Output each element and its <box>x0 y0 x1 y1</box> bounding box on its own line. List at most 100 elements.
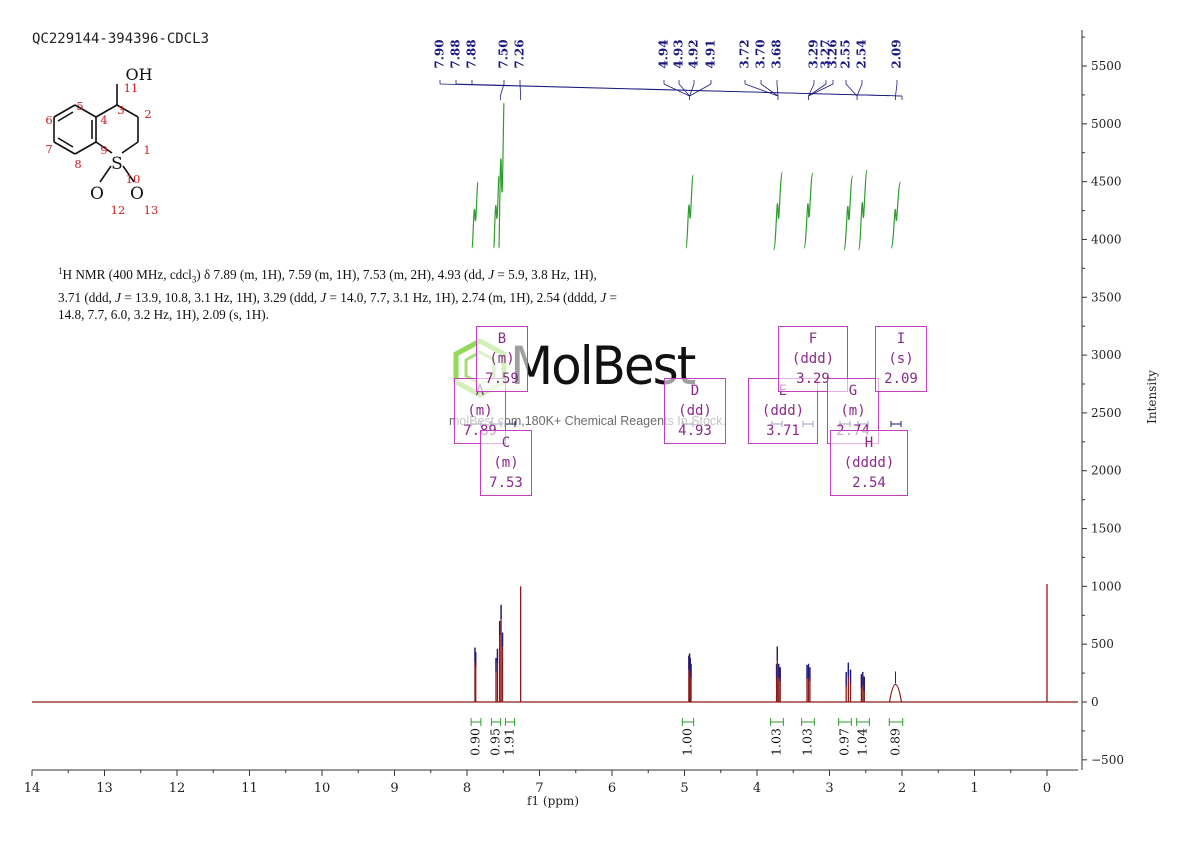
x-tick-label: 1 <box>970 781 978 796</box>
x-tick-label: 5 <box>680 781 688 796</box>
molecule-structure: S OH O O 1 2 3 4 5 6 7 8 9 10 11 12 13 <box>45 65 159 217</box>
nmr-text-segment: J <box>320 290 327 306</box>
atom-number-1: 1 <box>143 143 150 157</box>
nmr-text-segment: J <box>115 290 122 306</box>
multiplet-shift: 3.29 <box>796 371 830 387</box>
x-tick-label: 11 <box>241 781 258 796</box>
sample-id: QC229144-394396-CDCL3 <box>32 31 210 47</box>
peak-label-leader <box>776 83 779 97</box>
atom-number-5: 5 <box>76 99 83 113</box>
integral-curve <box>857 169 868 251</box>
atom-number-12: 12 <box>111 203 126 217</box>
multiplet-type: D (dd) <box>678 383 712 419</box>
peak-label: 4.91 <box>704 39 718 68</box>
multiplet-type: B (m) <box>489 331 515 367</box>
integral-value: 1.00 <box>680 728 695 756</box>
y-tick-label: 2000 <box>1091 464 1122 478</box>
multiplet-type: G (m) <box>840 383 866 419</box>
peak-label-leader <box>744 83 779 97</box>
multiplet-shift: 7.59 <box>485 371 519 387</box>
peak-label-leader <box>663 83 690 97</box>
y-tick-label: 3000 <box>1091 348 1122 362</box>
nmr-text-segment: J <box>600 290 607 306</box>
y-tick-label: 4000 <box>1091 232 1122 246</box>
multiplet-type: H (dddd) <box>843 435 895 471</box>
peak-label: 3.72 <box>738 39 752 68</box>
hydroxyl-label: OH <box>125 65 152 84</box>
peak-label-leader <box>845 83 858 97</box>
peak-label: 2.09 <box>890 39 904 68</box>
integral-value: 1.03 <box>800 728 815 756</box>
x-tick-label: 14 <box>24 781 41 796</box>
y-tick-label: 5000 <box>1091 117 1122 131</box>
x-tick-label: 4 <box>753 781 761 796</box>
multiplet-shift: 3.71 <box>766 423 800 439</box>
multiplet-shift: 4.93 <box>678 423 712 439</box>
peak-label-leader <box>856 83 863 97</box>
multiplet-box-c: C (m) 7.53 <box>480 430 532 496</box>
peak-label: 2.55 <box>839 39 853 68</box>
peak-label-leader <box>455 83 903 97</box>
integral-value: 1.03 <box>769 728 784 756</box>
integral-curve <box>773 171 783 251</box>
peak-label: 7.26 <box>513 39 527 68</box>
peak-label: 7.90 <box>433 39 447 68</box>
atom-number-13: 13 <box>144 203 159 217</box>
peak-label: 2.54 <box>855 39 869 68</box>
x-tick-label: 7 <box>535 781 543 796</box>
multiplet-shift: 2.54 <box>852 475 886 491</box>
atom-number-6: 6 <box>45 113 52 127</box>
peak-label: 3.27 <box>819 39 833 68</box>
multiplet-type: C (m) <box>493 435 519 471</box>
peak-label-leader <box>808 83 827 97</box>
peak-label: 3.26 <box>826 39 840 68</box>
multiplet-box-b: B (m) 7.59 <box>476 326 528 392</box>
x-tick-label: 2 <box>898 781 906 796</box>
peak-label: 4.94 <box>657 39 671 68</box>
atom-number-3: 3 <box>117 103 124 117</box>
integral-curve <box>843 175 854 251</box>
integral-value: 0.95 <box>488 728 503 756</box>
x-tick-label: 0 <box>1043 781 1051 796</box>
integral-value: 0.90 <box>468 728 483 756</box>
y-tick-label: 3500 <box>1091 290 1122 304</box>
y-tick-label: −500 <box>1091 753 1124 767</box>
multiplet-box-i: I (s) 2.09 <box>875 326 927 392</box>
peak-label: 3.70 <box>754 39 768 68</box>
y-tick-label: 1000 <box>1091 579 1122 593</box>
multiplet-box-h: H (dddd) 2.54 <box>830 430 908 496</box>
peak-label: 7.88 <box>449 39 463 68</box>
peak-label-leader <box>760 83 779 97</box>
peak-label-leader <box>895 83 898 97</box>
nmr-text-segment: = 13.9, 10.8, 3.1 Hz, 1H), 3.29 (ddd, <box>121 290 321 306</box>
nmr-text-segment: ) δ 7.89 (m, 1H), 7.59 (m, 1H), 7.53 (m,… <box>196 267 489 283</box>
x-tick-label: 6 <box>608 781 616 796</box>
x-tick-label: 8 <box>463 781 471 796</box>
y-tick-label: 0 <box>1091 695 1099 709</box>
spectrum-peak <box>888 683 903 703</box>
x-tick-label: 12 <box>169 781 186 796</box>
integral-value: 0.97 <box>837 728 852 756</box>
peak-label: 4.93 <box>672 39 686 68</box>
y-tick-label: 500 <box>1091 637 1114 651</box>
peak-label-leader <box>689 83 695 97</box>
integral-value: 1.91 <box>502 728 517 756</box>
nmr-text-segment: 3 <box>191 275 197 286</box>
integral-curve <box>890 181 902 249</box>
nmr-text-segment: = 14.8, 7.7, 6.0, 3.2 Hz, 1H), 2.09 (s, … <box>58 290 617 323</box>
x-tick-label: 3 <box>825 781 833 796</box>
nmr-description: 1H NMR (400 MHz, cdcl3) δ 7.89 (m, 1H), … <box>58 263 618 323</box>
x-tick-label: 9 <box>390 781 398 796</box>
atom-number-11: 11 <box>124 81 139 95</box>
multiplet-type: I (s) <box>888 331 914 367</box>
atom-number-4: 4 <box>100 113 107 127</box>
multiplet-shift: 2.09 <box>884 371 918 387</box>
integral-value: 0.89 <box>888 728 903 756</box>
integral-curve <box>498 102 505 249</box>
y-tick-label: 5500 <box>1091 59 1122 73</box>
peak-label-leader <box>808 83 815 97</box>
y-axis-label: Intensity <box>1145 370 1159 424</box>
atom-number-9: 9 <box>100 143 107 157</box>
x-tick-label: 13 <box>96 781 113 796</box>
atom-number-8: 8 <box>74 157 81 171</box>
